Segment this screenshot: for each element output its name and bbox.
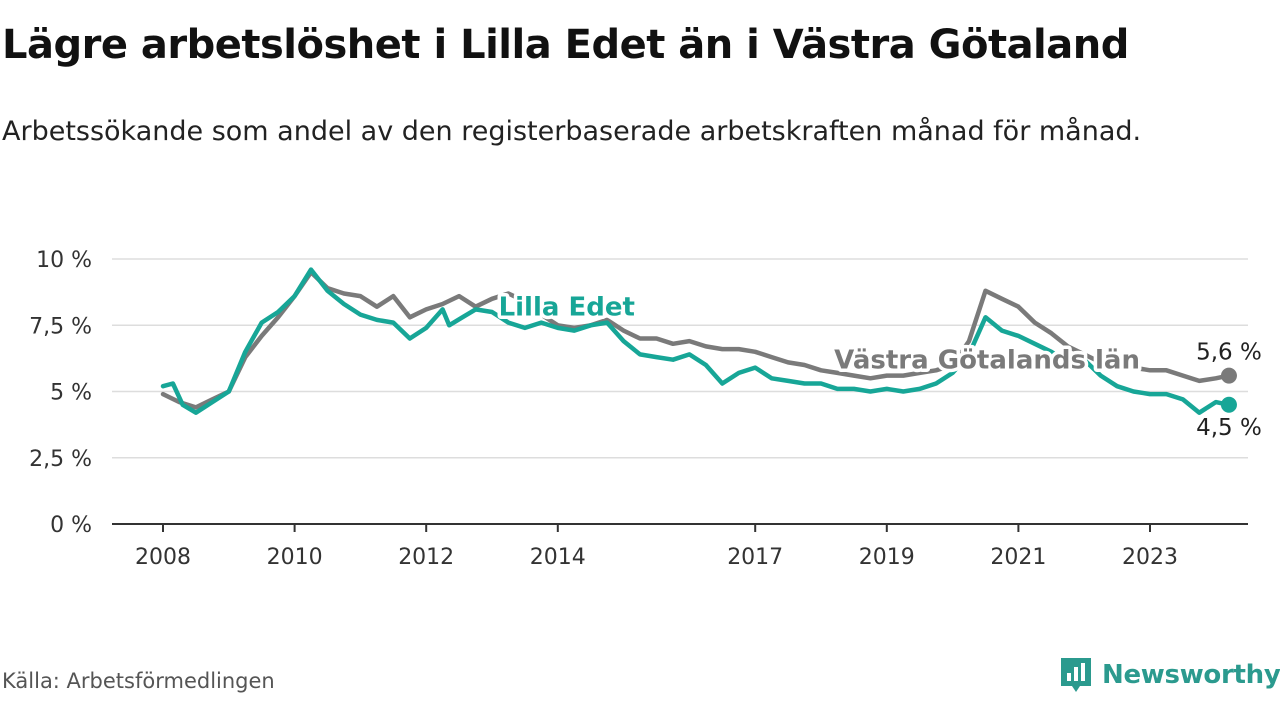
- x-tick-label: 2021: [990, 545, 1046, 570]
- y-tick-label: 0 %: [50, 513, 92, 538]
- source-note: Källa: Arbetsförmedlingen: [2, 669, 275, 693]
- y-tick-label: 2,5 %: [29, 447, 92, 472]
- newsworthy-logo-icon: [1061, 658, 1091, 692]
- y-tick-label: 7,5 %: [29, 314, 92, 339]
- brand-name: Newsworthy: [1102, 660, 1280, 690]
- chart-title: Lägre arbetslöshet i Lilla Edet än i Väs…: [2, 22, 1129, 68]
- x-tick-label: 2008: [135, 545, 191, 570]
- brand-logo[interactable]: Newsworthy: [1058, 655, 1280, 695]
- series-layer: [160, 267, 1237, 415]
- series-endpoint-lilla-edet: [1220, 396, 1237, 413]
- end-value-label: 4,5 %: [1196, 415, 1262, 441]
- series-endpoint-vastra-gotaland: [1220, 367, 1237, 384]
- series-line-lilla-edet: [160, 267, 1232, 415]
- y-tick-label: 10 %: [36, 248, 92, 273]
- chart-subtitle: Arbetssökande som andel av den registerb…: [2, 116, 1142, 147]
- line-chart: 0 % 2,5 % 5 % 7,5 % 10 % 2008 2010 2012 2014 2017…: [29, 248, 1265, 570]
- end-value-label: 5,6 %: [1196, 340, 1262, 366]
- x-tick-label: 2017: [727, 545, 783, 570]
- series-line-vastra-gotaland: [160, 270, 1232, 410]
- series-label-vastra-gotaland: Västra Götalands län: [834, 346, 1140, 376]
- y-tick-label: 5 %: [50, 381, 92, 406]
- label-layer: Lilla Edet Västra Götalands län 5,6 % 4,5 %: [495, 289, 1265, 444]
- x-tick-label: 2023: [1122, 545, 1178, 570]
- series-label-lilla-edet: Lilla Edet: [499, 293, 635, 323]
- x-tick-label: 2010: [267, 545, 323, 570]
- x-tick-label: 2014: [530, 545, 586, 570]
- x-tick-label: 2012: [398, 545, 454, 570]
- x-tick-label: 2019: [859, 545, 915, 570]
- grid-layer: 0 % 2,5 % 5 % 7,5 % 10 % 2008 2010 2012 2014 2017…: [29, 248, 1248, 570]
